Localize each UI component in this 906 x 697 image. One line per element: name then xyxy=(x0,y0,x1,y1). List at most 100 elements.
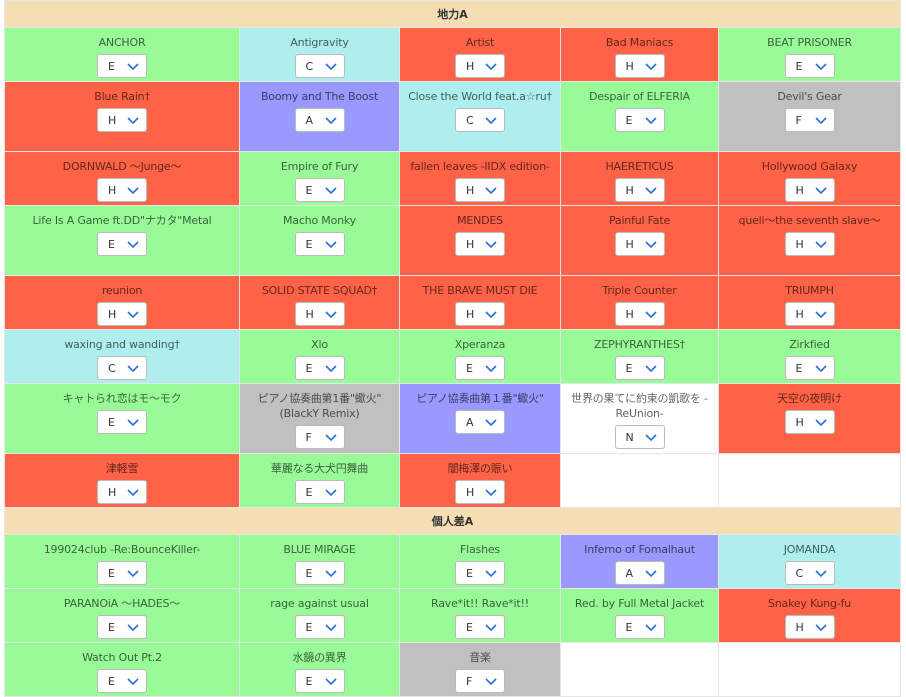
grade-value: A xyxy=(466,416,474,429)
song-cell: Watch Out Pt.2 E xyxy=(4,642,240,697)
grade-value: E xyxy=(305,238,313,251)
song-cell: Despair of ELFERIA E xyxy=(560,81,719,152)
grade-select[interactable]: E xyxy=(784,54,835,78)
chevron xyxy=(644,434,657,442)
song-cell: rage against usual E xyxy=(239,588,400,643)
grade-select[interactable]: H xyxy=(614,54,665,78)
grade-select[interactable]: E xyxy=(97,410,147,434)
grade-select[interactable]: E xyxy=(614,108,665,132)
chevron xyxy=(324,489,337,497)
chevron xyxy=(127,117,139,125)
grade-select[interactable]: H xyxy=(784,178,835,202)
grade-select[interactable]: E xyxy=(294,232,345,256)
chevron xyxy=(127,187,139,195)
grade-select[interactable]: E xyxy=(614,615,665,639)
chevron xyxy=(127,311,139,319)
grade-value: F xyxy=(466,675,473,688)
grade-select[interactable]: H xyxy=(455,480,505,504)
grade-select[interactable]: E xyxy=(97,561,147,585)
song-name: Boomy and The Boost xyxy=(260,90,379,103)
grade-value: H xyxy=(625,238,634,251)
grade-select[interactable]: E xyxy=(97,615,147,639)
song-name: Watch Out Pt.2 xyxy=(82,651,162,664)
chevron xyxy=(644,570,657,578)
grade-select[interactable]: F xyxy=(784,108,835,132)
song-row: ANCHOR E Antigravity C Artist H Bad Maniacs H BE… xyxy=(4,27,902,82)
song-cell: 華麗なる大犬円舞曲 E xyxy=(239,453,400,508)
grade-select[interactable]: E xyxy=(614,356,665,380)
chevron xyxy=(324,63,337,71)
grade-select[interactable]: H xyxy=(455,302,505,326)
grade-select[interactable]: A xyxy=(294,108,345,132)
song-cell: fallen leaves -IIDX edition- H xyxy=(399,151,561,206)
chevron xyxy=(324,570,337,578)
grade-select[interactable]: E xyxy=(294,561,345,585)
grade-select[interactable]: E xyxy=(97,232,147,256)
grade-select[interactable]: H xyxy=(455,54,505,78)
song-row: Watch Out Pt.2 E 水鏡の異界 E 音楽 F xyxy=(4,642,902,697)
song-name: BLUE MIRAGE xyxy=(283,543,356,556)
grade-select[interactable]: H xyxy=(455,232,505,256)
grade-select[interactable]: H xyxy=(294,302,345,326)
grade-select[interactable]: H xyxy=(97,178,147,202)
grade-select[interactable]: H xyxy=(614,178,665,202)
song-name: Devil's Gear xyxy=(777,90,842,103)
grade-select[interactable]: H xyxy=(784,302,835,326)
song-name: 闇梅澤の賑い xyxy=(447,462,513,475)
grade-select[interactable]: H xyxy=(784,410,835,434)
grade-select[interactable]: H xyxy=(614,232,665,256)
grade-select[interactable]: E xyxy=(455,615,505,639)
chevron xyxy=(814,63,827,71)
grade-select[interactable]: C xyxy=(97,356,147,380)
grade-select[interactable]: F xyxy=(455,669,505,693)
grade-select[interactable]: E xyxy=(294,356,345,380)
grade-select[interactable]: H xyxy=(97,108,147,132)
song-cell: 闇梅澤の賑い H xyxy=(399,453,561,508)
grade-select[interactable]: A xyxy=(455,410,505,434)
chevron xyxy=(324,365,337,373)
grade-select[interactable]: C xyxy=(455,108,505,132)
song-name: 世界の果てに約束の凱歌を -ReUnion- xyxy=(571,392,708,420)
grade-select[interactable]: E xyxy=(455,356,505,380)
grade-select[interactable]: H xyxy=(455,178,505,202)
grade-select[interactable]: H xyxy=(784,232,835,256)
grade-select[interactable]: E xyxy=(294,615,345,639)
chevron xyxy=(127,419,139,427)
grade-value: C xyxy=(795,567,804,580)
grade-value: H xyxy=(466,184,475,197)
section-row: 個人差A xyxy=(3,507,902,535)
song-name: Empire of Fury xyxy=(280,160,359,173)
chevron xyxy=(485,241,497,249)
grade-select[interactable]: C xyxy=(784,561,835,585)
song-name: 199024club -Re:BounceKiller- xyxy=(43,543,201,556)
song-cell: queli～the seventh slave～ H xyxy=(717,205,902,276)
chevron xyxy=(485,365,497,373)
song-name: HAERETICUS xyxy=(605,160,674,173)
empty-cell xyxy=(560,453,719,508)
grade-select[interactable]: A xyxy=(614,561,665,585)
grade-select[interactable]: E xyxy=(294,669,345,693)
grade-select[interactable]: N xyxy=(614,425,665,449)
grade-value: E xyxy=(466,567,473,580)
grade-select[interactable]: E xyxy=(97,669,147,693)
grade-select[interactable]: H xyxy=(614,302,665,326)
grade-select[interactable]: E xyxy=(784,356,835,380)
song-row: 199024club -Re:BounceKiller- E BLUE MIRAGE… xyxy=(4,534,902,589)
song-name: BEAT PRISONER xyxy=(767,36,852,49)
grade-select[interactable]: H xyxy=(784,615,835,639)
grade-select[interactable]: E xyxy=(97,54,147,78)
song-cell: TRIUMPH H xyxy=(717,275,902,330)
grade-select[interactable]: E xyxy=(294,480,345,504)
chevron xyxy=(814,419,827,427)
grade-select[interactable]: C xyxy=(294,54,345,78)
song-cell: Painful Fate H xyxy=(560,205,719,276)
grade-select[interactable]: E xyxy=(294,178,345,202)
grade-select[interactable]: H xyxy=(97,480,147,504)
song-name: Antigravity xyxy=(290,36,349,49)
grade-select[interactable]: H xyxy=(97,302,147,326)
grade-value: F xyxy=(305,431,312,444)
song-cell: Close the World feat.a☆ru† C xyxy=(399,81,561,152)
grade-select[interactable]: E xyxy=(455,561,505,585)
grade-select[interactable]: F xyxy=(294,425,345,449)
grade-value: F xyxy=(795,114,802,127)
